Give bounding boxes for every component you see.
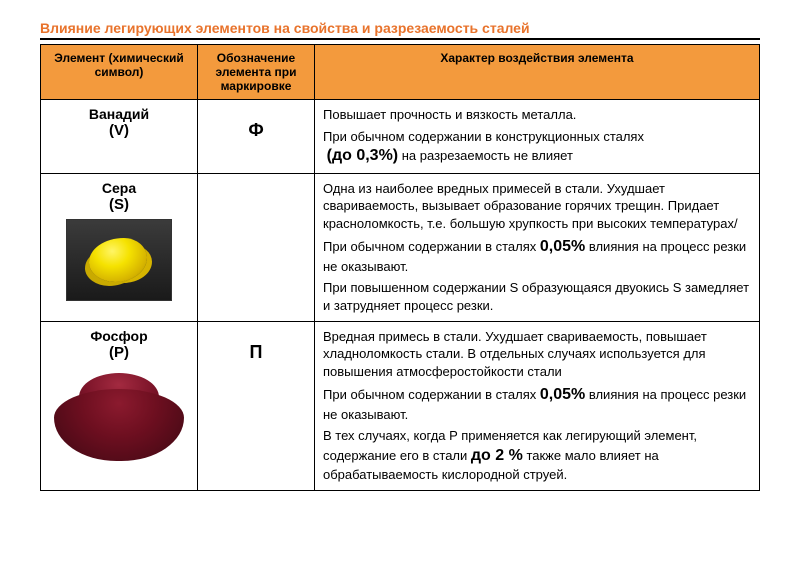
effect-text-part: При обычном содержании в сталях	[323, 387, 540, 402]
element-mark: П	[250, 342, 263, 363]
header-element: Элемент (химический символ)	[41, 45, 198, 100]
element-name: Фосфор	[49, 328, 189, 344]
page-title: Влияние легирующих элементов на свойства…	[40, 20, 760, 40]
effect-text-part: При обычном содержании в сталях	[323, 239, 540, 254]
element-mark: Ф	[248, 120, 263, 141]
header-mark: Обозначение элемента при маркировке	[198, 45, 315, 100]
effect-bold: (до 0,3%)	[327, 147, 399, 164]
table-row: Сера (S) Одна из наиболее вредных примес…	[41, 173, 760, 321]
effect-text: В тех случаях, когда P применяется как л…	[323, 427, 751, 484]
effect-text: Одна из наиболее вредных примесей в стал…	[323, 180, 751, 233]
effect-text: При обычном содержании в сталях 0,05% вл…	[323, 236, 751, 275]
header-effect: Характер воздействия элемента	[315, 45, 760, 100]
element-name: Сера	[49, 180, 189, 196]
effect-text: Вредная примесь в стали. Ухудшает сварив…	[323, 328, 751, 381]
effect-text-part: на разрезаемость не влияет	[398, 148, 573, 163]
effect-text: При повышенном содержании S образующаяся…	[323, 279, 751, 314]
table-row: Фосфор (P) П Вредная примесь в стали. Ух…	[41, 321, 760, 490]
effect-bold: 0,05%	[540, 238, 585, 255]
element-symbol: (P)	[49, 344, 189, 361]
effect-bold: 0,05%	[540, 386, 585, 403]
table-row: Ванадий (V) Ф Повышает прочность и вязко…	[41, 100, 760, 174]
sulfur-image	[66, 219, 172, 301]
element-symbol: (V)	[49, 122, 189, 139]
phosphor-image	[49, 367, 189, 467]
effect-text: Повышает прочность и вязкость металла.	[323, 106, 751, 124]
effect-bold: до 2 %	[471, 447, 523, 464]
effect-text-part: При обычном содержании в конструкционных…	[323, 129, 644, 144]
alloy-table: Элемент (химический символ) Обозначение …	[40, 44, 760, 491]
effect-text: При обычном содержании в конструкционных…	[323, 128, 751, 167]
element-symbol: (S)	[49, 196, 189, 213]
effect-text: При обычном содержании в сталях 0,05% вл…	[323, 384, 751, 423]
element-name: Ванадий	[49, 106, 189, 122]
